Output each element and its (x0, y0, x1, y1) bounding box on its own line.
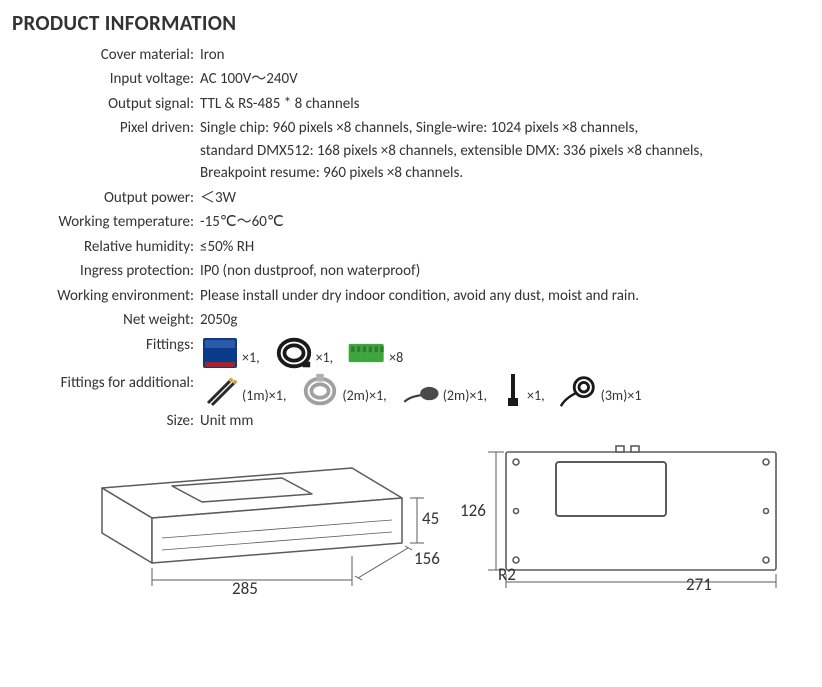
fitting-item: ×1, (200, 336, 260, 370)
spec-ingress: Ingress protection: IP0 (non dustproof, … (12, 260, 810, 283)
spec-value: Iron (200, 44, 810, 67)
spec-label: Ingress protection: (12, 260, 200, 283)
dim-label-width: 285 (232, 576, 258, 602)
power-cable-icon (274, 336, 314, 370)
fitting-qty: ×1, (242, 347, 260, 370)
antenna-stub-icon (501, 374, 525, 408)
spec-value: TTL & RS-485 * 8 channels (200, 93, 810, 116)
spec-label: Net weight: (12, 309, 200, 332)
dim-label-width: 271 (686, 572, 712, 598)
dim-label-depth: 156 (414, 546, 440, 572)
pixel-driven-line: Single chip: 960 pixels ×8 channels, Sin… (200, 117, 810, 140)
spec-label: Input voltage: (12, 68, 200, 91)
spec-value: Unit mm (200, 410, 810, 433)
spec-label: Relative humidity: (12, 236, 200, 259)
diagram-iso-view: 45 156 285 (72, 438, 442, 598)
spec-label: Working temperature: (12, 211, 200, 234)
spec-label: Fittings: (12, 334, 200, 357)
spec-value: Single chip: 960 pixels ×8 channels, Sin… (200, 117, 810, 185)
terminal-block-icon (347, 336, 387, 370)
spec-label: Output power: (12, 187, 200, 210)
spec-working-env: Working environment: Please install unde… (12, 285, 810, 308)
gps-puck-icon (401, 374, 441, 408)
spec-value: ＜3W (200, 187, 810, 210)
fitting-item: (1m)×1, (200, 374, 286, 408)
spec-value: -15℃～60℃ (200, 211, 810, 234)
spec-label: Fittings for additional: (12, 372, 200, 395)
spec-net-weight: Net weight: 2050g (12, 309, 810, 332)
ethernet-cable-icon (300, 374, 340, 408)
spec-value: 2050g (200, 309, 810, 332)
spec-label: Working environment: (12, 285, 200, 308)
audio-cable-icon (200, 374, 240, 408)
spec-output-signal: Output signal: TTL & RS-485 * 8 channels (12, 93, 810, 116)
spec-fittings: Fittings: ×1, (12, 334, 810, 370)
fitting-qty: (2m)×1, (443, 385, 487, 408)
fitting-qty: (1m)×1, (242, 385, 286, 408)
spec-label: Output signal: (12, 93, 200, 116)
diagram-top-view: 126 R2 271 (466, 438, 806, 598)
spec-label: Pixel driven: (12, 117, 200, 140)
fitting-qty: ×8 (389, 347, 403, 370)
spec-value: AC 100V～240V (200, 68, 810, 91)
spec-value: Please install under dry indoor conditio… (200, 285, 810, 308)
spec-label: Size: (12, 410, 200, 433)
spec-fittings-additional: Fittings for additional: (1m)×1, (12, 372, 810, 408)
spec-rel-humidity: Relative humidity: ≤50% RH (12, 236, 810, 259)
page-title: PRODUCT INFORMATION (12, 8, 810, 40)
fitting-item: ×8 (347, 336, 403, 370)
spec-cover-material: Cover material: Iron (12, 44, 810, 67)
coil-antenna-icon (559, 374, 599, 408)
fitting-qty: (3m)×1 (601, 385, 642, 408)
fitting-item: (2m)×1, (300, 374, 386, 408)
spec-value: ≤50% RH (200, 236, 810, 259)
dimension-diagrams: 45 156 285 (72, 438, 810, 598)
spec-label: Cover material: (12, 44, 200, 67)
spec-working-temp: Working temperature: -15℃～60℃ (12, 211, 810, 234)
spec-pixel-driven: Pixel driven: Single chip: 960 pixels ×8… (12, 117, 810, 185)
fitting-item: (3m)×1 (559, 374, 642, 408)
spec-output-power: Output power: ＜3W (12, 187, 810, 210)
dim-label-height: 45 (422, 506, 439, 532)
sd-card-icon (200, 336, 240, 370)
fittings-additional-row: (1m)×1, (2m)×1, (200, 372, 810, 408)
spec-size: Size: Unit mm (12, 410, 810, 433)
fitting-qty: (2m)×1, (342, 385, 386, 408)
fitting-item: (2m)×1, (401, 374, 487, 408)
fittings-row: ×1, ×1, (200, 334, 810, 370)
dim-label-height: 126 (460, 498, 486, 524)
pixel-driven-line: Breakpoint resume: 960 pixels ×8 channel… (200, 162, 810, 185)
fitting-qty: ×1, (527, 385, 545, 408)
fitting-item: ×1, (274, 336, 334, 370)
fitting-qty: ×1, (316, 347, 334, 370)
pixel-driven-line: standard DMX512: 168 pixels ×8 channels,… (200, 140, 810, 163)
spec-input-voltage: Input voltage: AC 100V～240V (12, 68, 810, 91)
dim-label-radius: R2 (498, 562, 516, 588)
spec-value: IP0 (non dustproof, non waterproof) (200, 260, 810, 283)
fitting-item: ×1, (501, 374, 545, 408)
